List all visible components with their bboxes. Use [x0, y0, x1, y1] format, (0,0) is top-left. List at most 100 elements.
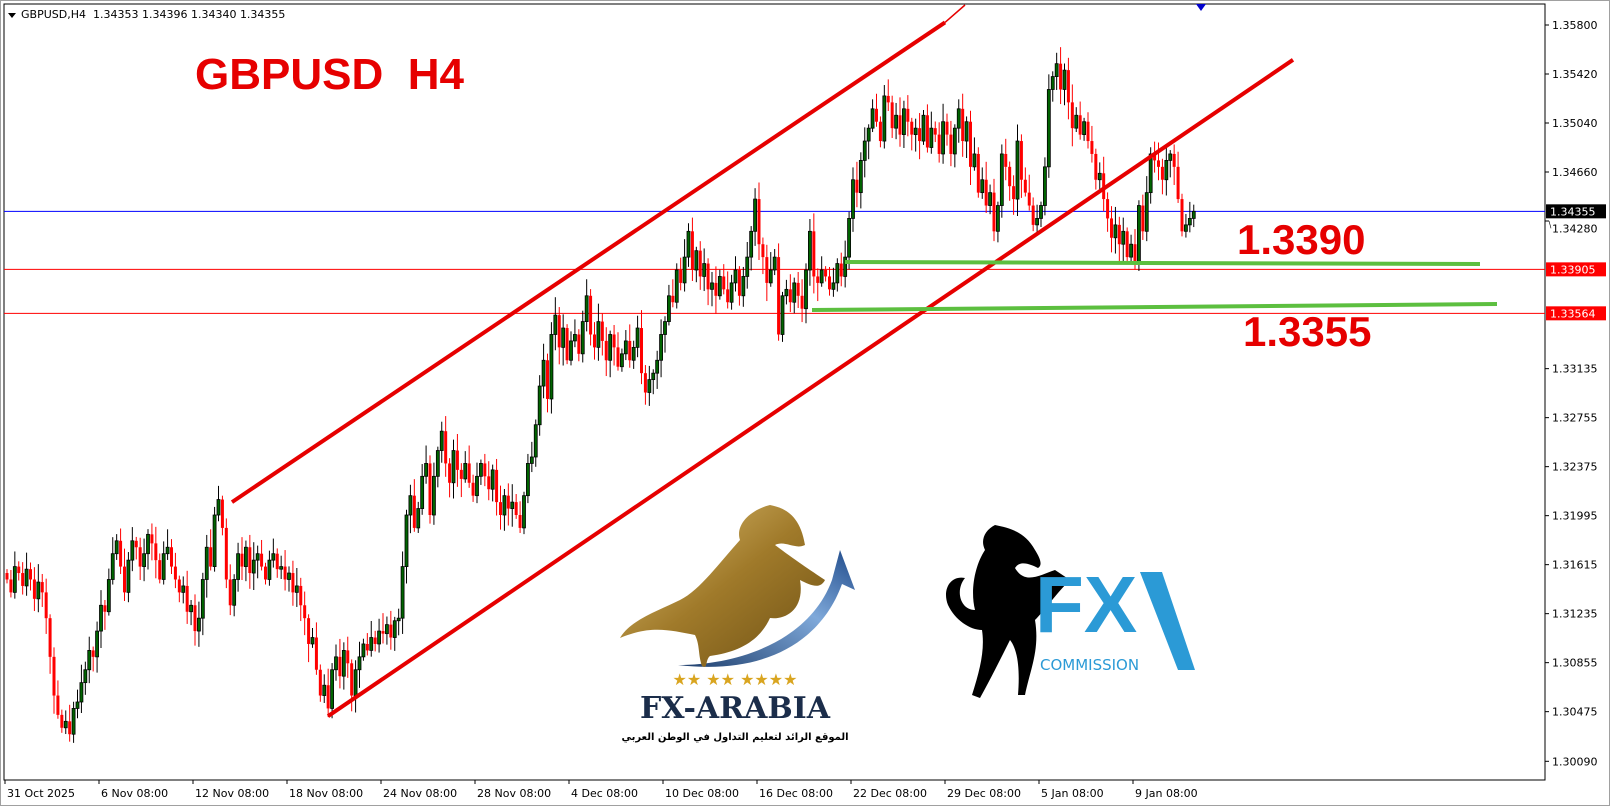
y-tick-label: 1.35040: [1552, 117, 1598, 130]
bullish-candle: [279, 566, 284, 570]
plot-area-border: [3, 3, 1546, 781]
bearish-candle: [1059, 63, 1063, 90]
bullish-candle: [972, 153, 977, 168]
bullish-candle: [647, 379, 652, 393]
bearish-candle: [565, 328, 569, 361]
black-horse-icon: [945, 525, 1070, 698]
bullish-candle: [95, 630, 99, 658]
y-tick-label: 1.31235: [1552, 608, 1598, 621]
bearish-candle: [209, 547, 213, 567]
level-price-tag-bg: [1546, 262, 1606, 277]
bearish-candle: [264, 566, 267, 580]
bearish-candle: [21, 573, 25, 586]
bullish-candle: [146, 533, 150, 555]
bearish-candle: [918, 128, 922, 142]
bearish-candle: [1086, 121, 1090, 142]
bullish-candle: [1050, 76, 1055, 90]
bullish-candle: [608, 334, 613, 361]
bearish-candle: [1133, 244, 1137, 264]
fx-arabia-logo: ★★ ★★ ★★★★ FX-ARABIA الموقع الرائد لتعلي…: [620, 505, 855, 743]
x-tick-label: 24 Nov 08:00: [383, 787, 457, 800]
bullish-candle: [502, 495, 507, 516]
bearish-candle: [1008, 166, 1012, 187]
bullish-candle: [1148, 153, 1153, 194]
bullish-candle: [866, 127, 871, 142]
bullish-candle: [929, 127, 934, 148]
x-tick-label: 6 Nov 08:00: [101, 787, 168, 800]
bearish-candle: [1031, 205, 1035, 225]
bullish-candle: [843, 256, 848, 277]
bearish-candle: [283, 566, 287, 580]
bullish-candle: [63, 720, 68, 729]
x-tick-label: 5 Jan 08:00: [1041, 787, 1104, 800]
bullish-candle: [847, 218, 851, 258]
bearish-candle: [1090, 141, 1094, 154]
bearish-candle: [514, 502, 518, 516]
bearish-candle: [671, 295, 675, 303]
bearish-candle: [577, 334, 581, 354]
bearish-candle: [373, 637, 377, 644]
bearish-candle: [48, 618, 52, 657]
bullish-candle: [341, 650, 346, 677]
level-label-1: 1.3390: [1237, 216, 1366, 263]
bullish-candle: [980, 179, 985, 194]
bullish-candle: [522, 495, 526, 529]
bullish-candle: [541, 359, 546, 387]
bullish-candle: [75, 701, 80, 709]
bearish-candle: [726, 289, 730, 303]
x-tick-label: 22 Dec 08:00: [853, 787, 927, 800]
dropdown-triangle-icon[interactable]: [8, 12, 16, 18]
bullish-candle: [392, 620, 397, 638]
bearish-candle: [714, 282, 718, 296]
bullish-candle: [424, 463, 428, 477]
bearish-candle: [150, 534, 154, 544]
y-tick-label: 1.30090: [1552, 755, 1598, 768]
bullish-candle: [941, 121, 945, 155]
bearish-candle: [228, 579, 232, 606]
y-tick-label: 1.31615: [1552, 559, 1598, 572]
y-tick-label: 1.32375: [1552, 461, 1598, 474]
horse-icon: [620, 505, 825, 667]
upper-channel-line: [230, 20, 947, 504]
bearish-candle: [318, 669, 322, 696]
bearish-candle: [499, 502, 502, 516]
bearish-candle: [910, 121, 914, 135]
bearish-candle: [185, 585, 189, 612]
bullish-candle: [71, 708, 76, 735]
bearish-candle: [346, 650, 350, 664]
arrow-swoosh-icon: [678, 550, 855, 667]
bullish-candle: [408, 495, 413, 516]
bearish-candle: [471, 482, 475, 496]
bullish-candle: [416, 508, 421, 529]
bearish-candle: [275, 553, 279, 570]
bullish-candle: [212, 514, 217, 567]
bearish-candle: [123, 566, 126, 593]
bearish-candle: [604, 340, 608, 361]
bearish-candle: [886, 95, 890, 103]
level-label-2: 1.3355: [1243, 308, 1372, 355]
y-tick-label: 1.30475: [1552, 706, 1598, 719]
bearish-candle: [949, 134, 953, 154]
bearish-candle: [906, 108, 910, 122]
bullish-candle: [435, 450, 440, 477]
bearish-candle: [338, 656, 342, 677]
bullish-candle: [858, 159, 863, 194]
y-tick-leader: [1548, 220, 1552, 229]
bullish-candle: [753, 198, 757, 232]
x-tick-label: 18 Nov 08:00: [289, 787, 363, 800]
bearish-candle: [314, 637, 318, 670]
lower-channel-line: [326, 58, 1295, 718]
bearish-candle: [828, 276, 831, 290]
bullish-candle: [400, 566, 405, 619]
y-tick-label: 1.31995: [1552, 510, 1598, 523]
bearish-candle: [612, 334, 616, 348]
bearish-candle: [969, 121, 972, 167]
chart-annotation-title: GBPUSD H4: [195, 50, 464, 99]
bearish-candle: [933, 128, 937, 135]
bearish-candle: [690, 231, 694, 271]
bullish-candle: [851, 179, 855, 219]
bearish-candle: [177, 579, 181, 593]
bullish-candle: [1097, 172, 1102, 181]
bearish-candle: [628, 340, 632, 361]
